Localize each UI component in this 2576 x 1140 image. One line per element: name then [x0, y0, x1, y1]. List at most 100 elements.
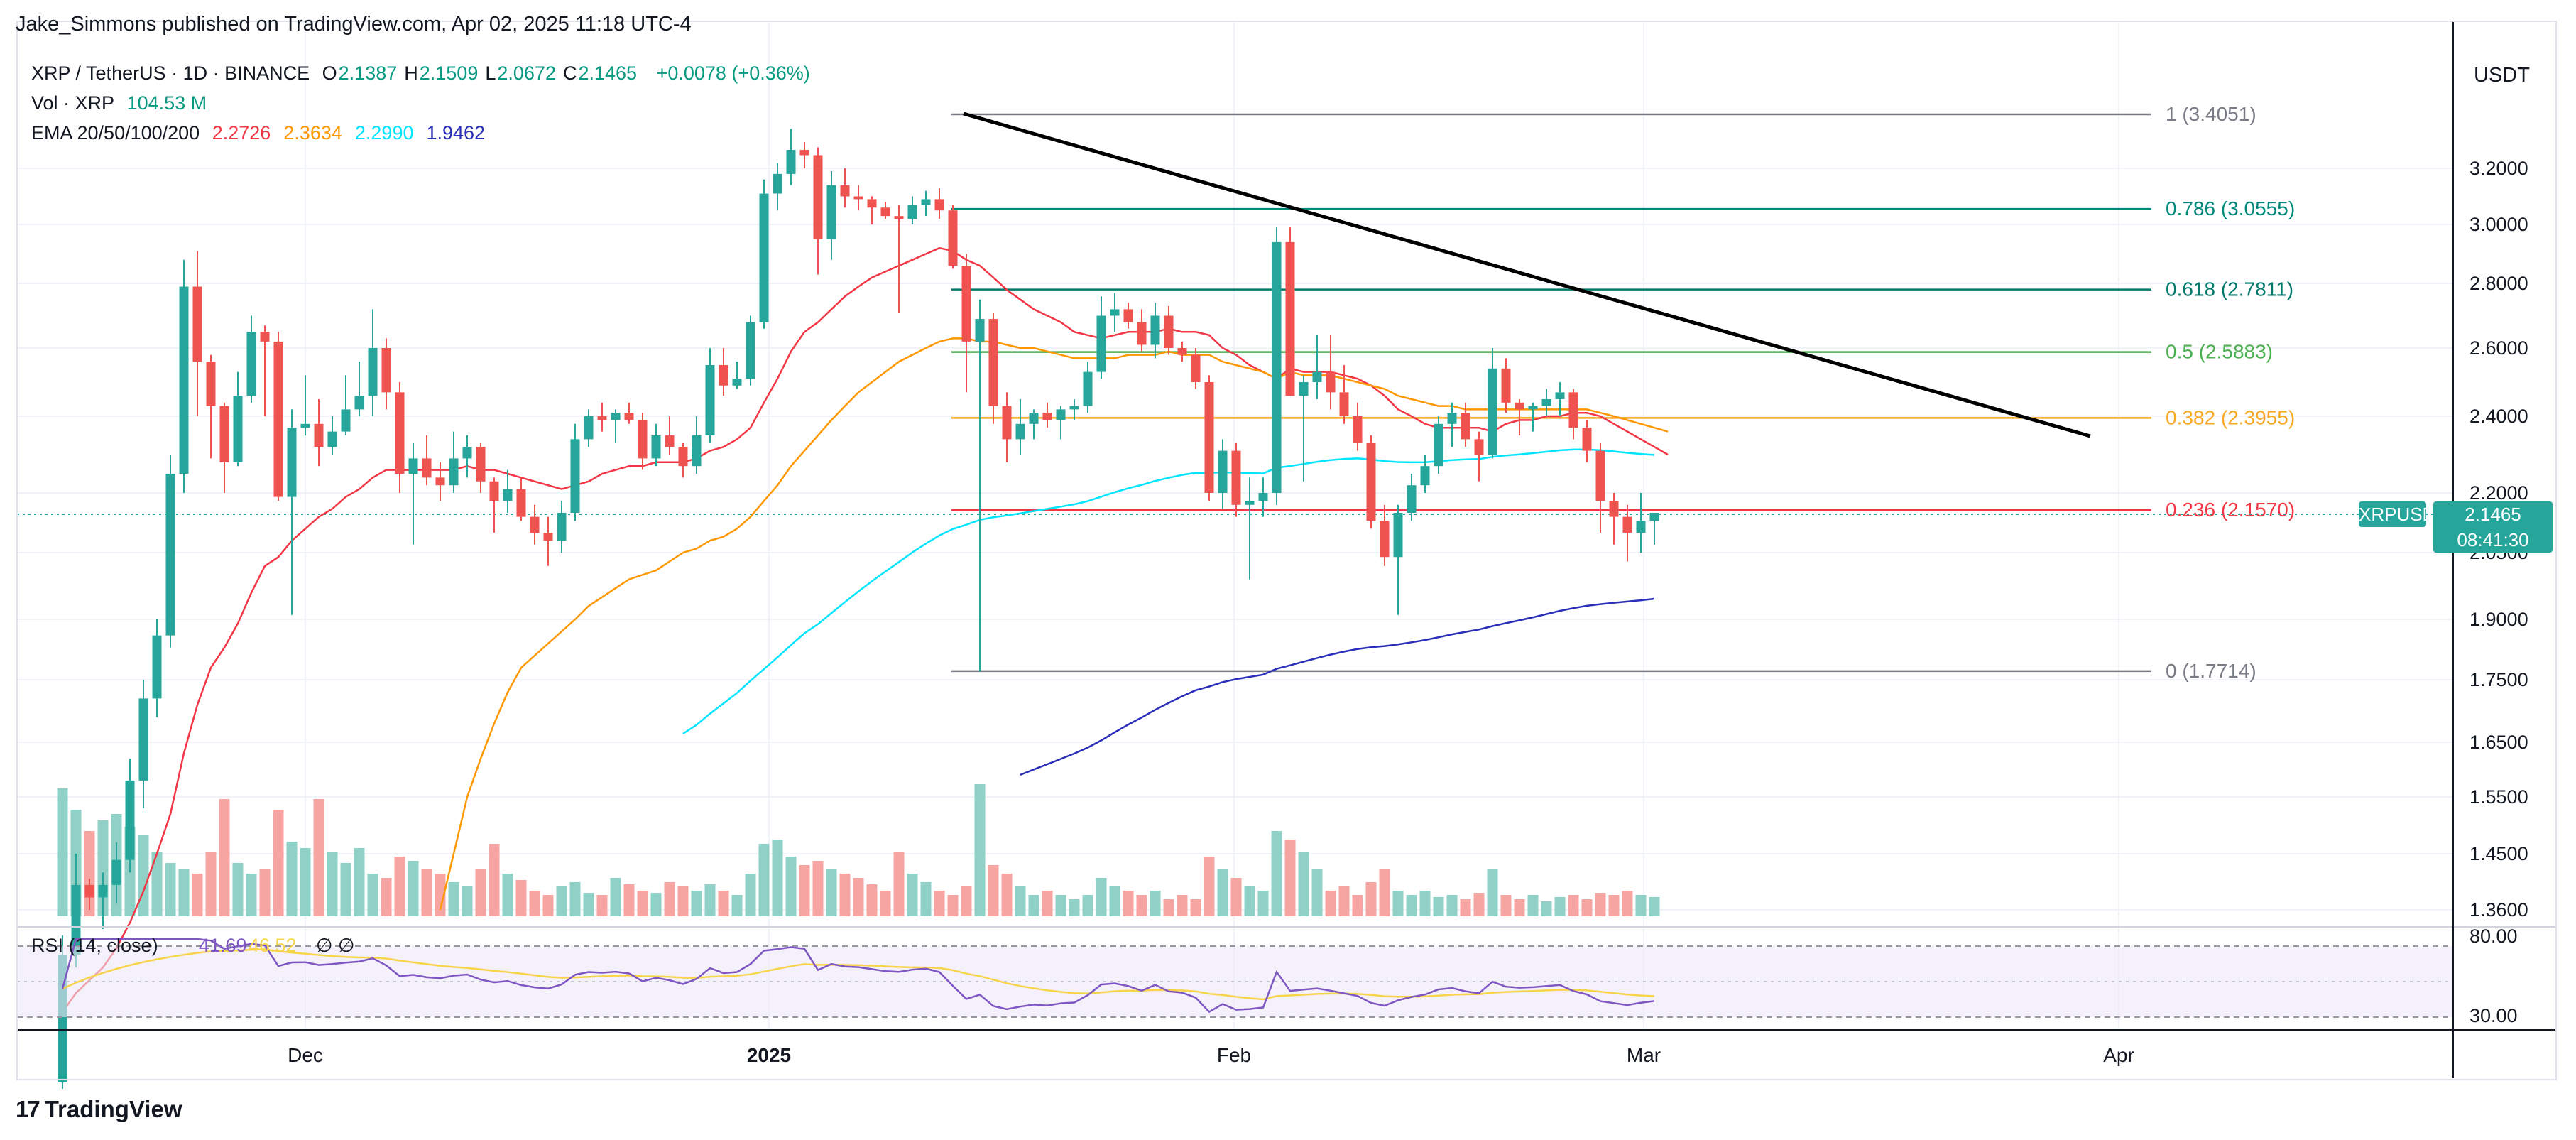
- symbol-label[interactable]: XRP / TetherUS · 1D · BINANCE: [31, 63, 310, 84]
- price-tick-label: 2.6000: [2469, 337, 2528, 359]
- candle-body: [611, 413, 621, 420]
- time-tick-label: Mar: [1627, 1044, 1661, 1066]
- volume-bar: [1649, 897, 1660, 916]
- volume-bar: [1514, 899, 1525, 916]
- volume-bar: [664, 882, 675, 916]
- ohlc-key: O: [322, 63, 337, 84]
- candle-body: [354, 396, 364, 410]
- candle-body: [1326, 371, 1336, 393]
- candle-body: [719, 365, 728, 386]
- volume-bar: [1069, 899, 1080, 916]
- current-price: 2.1465: [2465, 504, 2521, 525]
- candle-body: [1231, 450, 1241, 505]
- candle-body: [1015, 423, 1025, 440]
- candle-body: [867, 199, 877, 208]
- descending-trendline: [963, 112, 2091, 438]
- fibonacci-retracement[interactable]: 1 (3.4051) 0.786 (3.0555) 0.618 (2.7811) 0.…: [17, 103, 2453, 682]
- volume-bar: [1096, 878, 1107, 916]
- volume-bar: [731, 895, 743, 916]
- candle-body: [1110, 309, 1120, 316]
- time-tick-label: Feb: [1217, 1044, 1251, 1066]
- candle-body: [233, 396, 243, 462]
- volume-bar: [880, 891, 891, 916]
- volume-bar: [1473, 893, 1485, 916]
- volume-bar: [1257, 891, 1269, 916]
- volume-bar: [556, 886, 567, 916]
- candle-body: [624, 413, 634, 420]
- price-tick-label: 1.7500: [2469, 669, 2528, 690]
- volume-bar: [1595, 893, 1606, 916]
- rsi-symbols: ∅ ∅: [316, 935, 355, 956]
- volume-bar: [408, 861, 419, 916]
- candle-body: [1393, 513, 1403, 558]
- ohlc-value: 2.1465: [578, 63, 638, 84]
- ema-label[interactable]: EMA 20/50/100/200: [31, 122, 200, 143]
- volume-bar: [502, 874, 513, 916]
- candlesticks[interactable]: [58, 129, 1659, 1089]
- candle-body: [813, 155, 823, 239]
- tradingview-logo[interactable]: 17 TradingView: [16, 1096, 182, 1123]
- fib-level-label: 0.382 (2.3955): [2166, 406, 2295, 428]
- fib-level-label: 0.236 (2.1570): [2166, 499, 2295, 521]
- volume-bar: [1271, 831, 1282, 916]
- candle-body: [422, 458, 432, 478]
- price-tick-label: 2.4000: [2469, 406, 2528, 427]
- volume-bar: [462, 886, 473, 916]
- candle-body: [314, 423, 324, 447]
- candle-body: [880, 207, 890, 217]
- candle-body: [1137, 322, 1147, 345]
- current-symbol-badge: XRPUSDT: [2359, 501, 2447, 527]
- volume-bar: [1541, 901, 1552, 916]
- candle-body: [1420, 466, 1430, 486]
- volume-bar: [853, 878, 864, 916]
- candle-body: [1353, 416, 1363, 443]
- volume-bar: [1001, 874, 1013, 916]
- volume-bar: [947, 895, 959, 916]
- candle-body: [1123, 309, 1133, 322]
- volume-bar: [286, 842, 298, 916]
- bar-countdown: 08:41:30: [2457, 529, 2529, 550]
- candle-body: [1434, 423, 1443, 467]
- volume-bar: [151, 852, 163, 916]
- rsi-tick-label: 80.00: [2469, 925, 2518, 947]
- chart-frame: [16, 21, 2557, 1080]
- candle-body: [732, 379, 742, 386]
- candle-body: [71, 884, 81, 955]
- candle-body: [543, 533, 553, 541]
- candle-body: [516, 489, 526, 517]
- volume-bar: [340, 863, 351, 916]
- candle-body: [179, 286, 189, 474]
- volume-bar: [448, 882, 459, 916]
- trendline[interactable]: [963, 112, 2091, 438]
- ema-values: 2.2726 2.3634 2.2990 1.9462: [212, 122, 498, 143]
- candle-body: [638, 420, 648, 459]
- candle-body: [206, 362, 216, 406]
- candle-body: [786, 150, 796, 174]
- volume-bar: [1419, 891, 1431, 916]
- volume-bar: [1500, 895, 1512, 916]
- candle-body: [1515, 402, 1524, 410]
- candle-body: [1622, 516, 1632, 533]
- candle-body: [449, 458, 459, 486]
- volume-bar: [1244, 886, 1255, 916]
- candle-body: [1474, 439, 1484, 455]
- candle-body: [1258, 493, 1268, 501]
- price-tick-label: 1.5500: [2469, 786, 2528, 808]
- price-tick-label: 1.3600: [2469, 899, 2528, 921]
- ema-200-line: [1020, 597, 1655, 776]
- volume-bar: [1042, 891, 1053, 916]
- candle-body: [341, 409, 351, 432]
- fib-level-label: 0.618 (2.7811): [2166, 278, 2293, 300]
- volume-bar: [489, 844, 500, 916]
- ohlc-value: 2.1509: [419, 63, 479, 84]
- ohlc-key: H: [404, 63, 418, 84]
- fib-level-label: 1 (3.4051): [2166, 103, 2256, 125]
- candle-body: [165, 474, 175, 636]
- volume-bar: [1379, 869, 1390, 916]
- volume-bar: [1365, 882, 1377, 916]
- current-price-badge: 2.1465 08:41:30: [2433, 501, 2553, 553]
- volume-bar: [1554, 897, 1566, 916]
- volume-label[interactable]: Vol · XRP: [31, 92, 115, 114]
- price-unit[interactable]: USDT: [2474, 64, 2530, 87]
